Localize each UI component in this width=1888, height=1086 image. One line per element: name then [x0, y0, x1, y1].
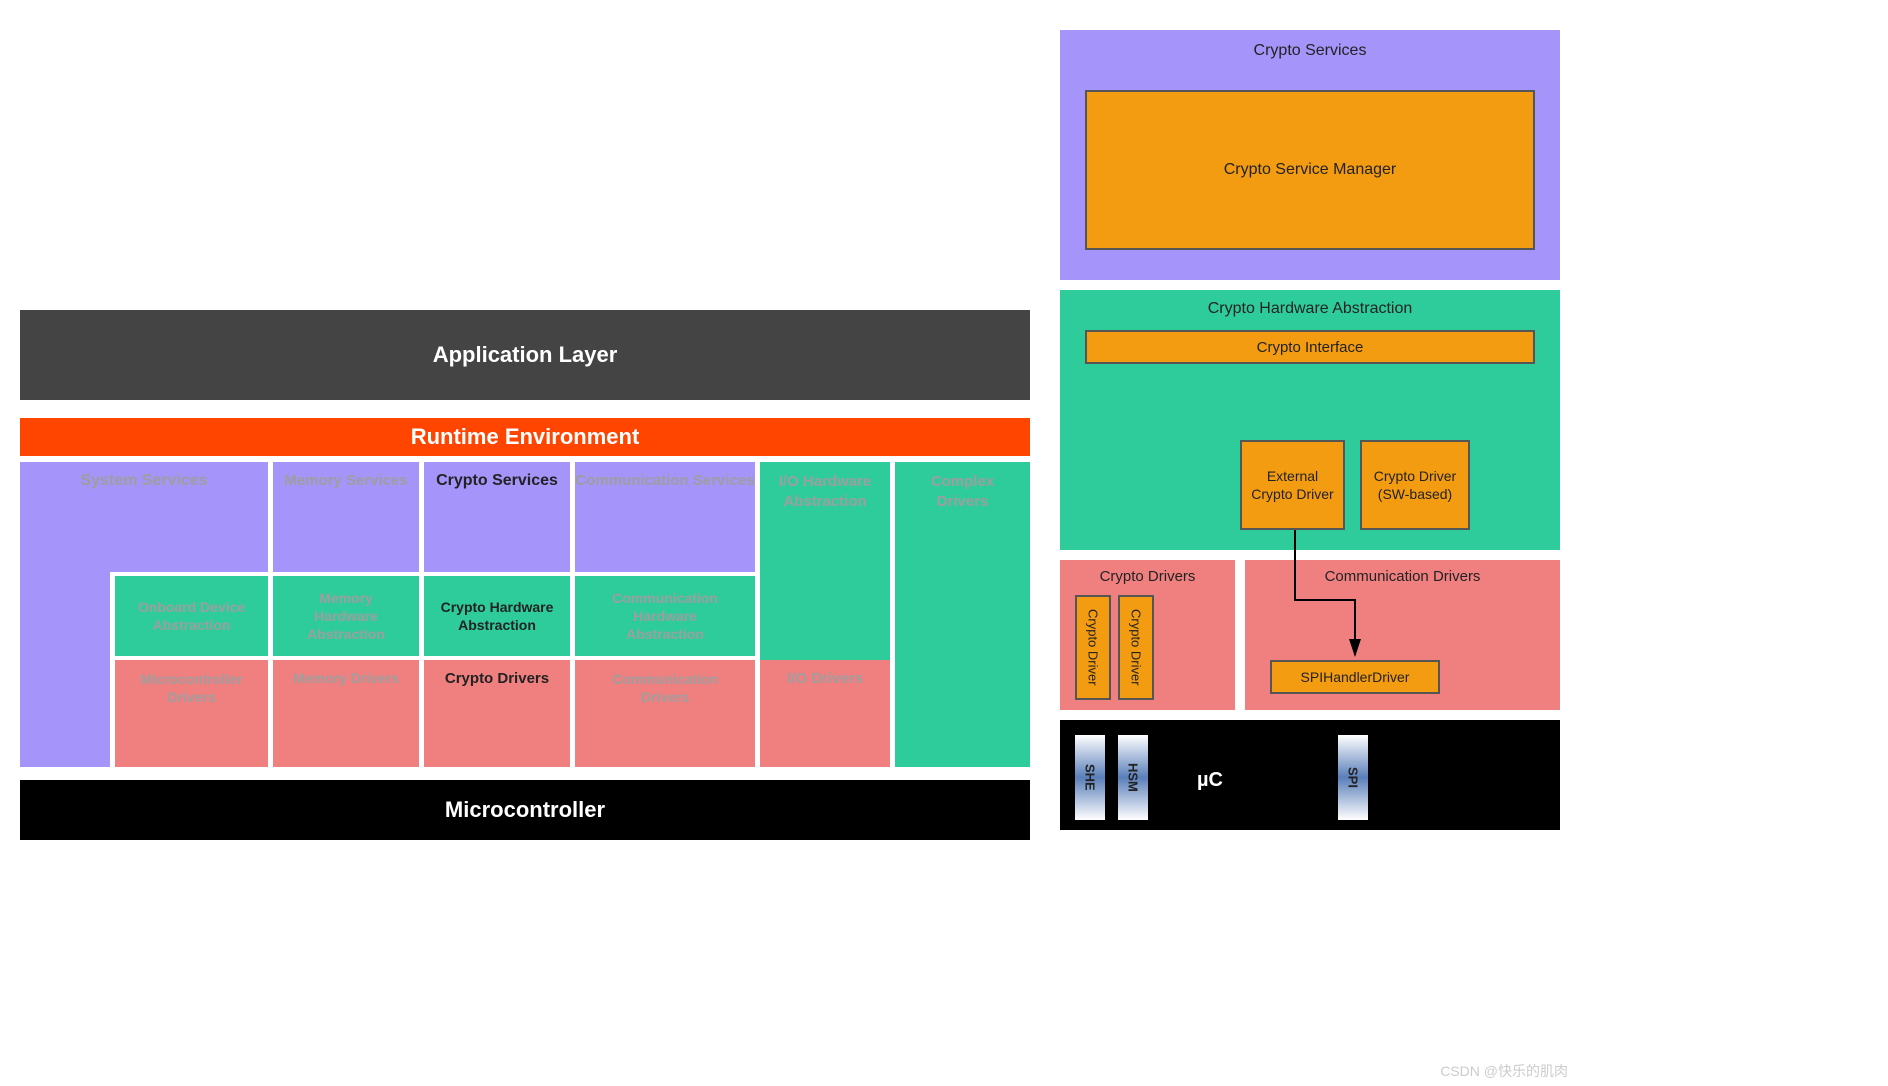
r-sw-driver-label: Crypto Driver (SW-based)	[1368, 467, 1463, 503]
system-services-label: System Services	[80, 472, 207, 490]
watermark: CSDN @快乐的肌肉	[1440, 1061, 1568, 1081]
runtime-env-label: Runtime Environment	[411, 424, 640, 450]
memory-hal-label: Memory Hardware Abstraction	[286, 589, 406, 644]
r-interface-label: Crypto Interface	[1257, 339, 1364, 356]
onboard-hal: Onboard Device Abstraction	[115, 576, 268, 656]
r-she: SHE	[1075, 735, 1105, 820]
comm-services: Communication Services	[575, 462, 755, 572]
crypto-drivers-label: Crypto Drivers	[445, 670, 549, 687]
micro-drivers: Microcontroller Drivers	[115, 660, 268, 767]
complex-drivers-label: Complex Drivers	[913, 472, 1013, 511]
r-uc: µC	[1180, 765, 1240, 795]
r-hal-label: Crypto Hardware Abstraction	[1208, 300, 1413, 318]
memory-services-label: Memory Services	[284, 472, 407, 489]
comm-drivers: Communication Drivers	[575, 660, 755, 767]
r-spi: SPI	[1338, 735, 1368, 820]
r-crypto-driver-1: Crypto Driver	[1075, 595, 1111, 700]
runtime-env: Runtime Environment	[20, 418, 1030, 456]
crypto-hal: Crypto Hardware Abstraction	[424, 576, 570, 656]
comm-hal-label: Communication Hardware Abstraction	[595, 589, 735, 644]
io-hw-abstraction-label: I/O Hardware Abstraction	[770, 472, 880, 511]
comm-services-label: Communication Services	[575, 472, 754, 489]
r-ext-driver-label: External Crypto Driver	[1248, 467, 1338, 503]
io-drivers-label: I/O Drivers	[787, 670, 863, 687]
crypto-services-label: Crypto Services	[436, 472, 558, 490]
r-she-label: SHE	[1083, 764, 1098, 791]
comm-hal: Communication Hardware Abstraction	[575, 576, 755, 656]
watermark-label: CSDN @快乐的肌肉	[1440, 1063, 1568, 1079]
system-services: System Services	[20, 462, 268, 572]
comm-drivers-label: Communication Drivers	[595, 670, 735, 706]
r-sw-driver: Crypto Driver (SW-based)	[1360, 440, 1470, 530]
crypto-drivers: Crypto Drivers	[424, 660, 570, 767]
system-services-col	[20, 572, 110, 767]
memory-hal: Memory Hardware Abstraction	[273, 576, 419, 656]
r-hsm-label: HSM	[1126, 763, 1141, 792]
r-comm-drivers-label: Communication Drivers	[1325, 568, 1481, 585]
r-csm: Crypto Service Manager	[1085, 90, 1535, 250]
r-hsm: HSM	[1118, 735, 1148, 820]
app-layer: Application Layer	[20, 310, 1030, 400]
memory-drivers: Memory Drivers	[273, 660, 419, 767]
io-drivers: I/O Drivers	[760, 660, 890, 767]
micro-drivers-label: Microcontroller Drivers	[127, 670, 257, 706]
memory-services: Memory Services	[273, 462, 419, 572]
r-crypto-driver-1-label: Crypto Driver	[1086, 609, 1101, 686]
complex-drivers: Complex Drivers	[895, 462, 1030, 767]
r-uc-label: µC	[1197, 769, 1223, 792]
r-ext-driver: External Crypto Driver	[1240, 440, 1345, 530]
microcontroller-label: Microcontroller	[445, 797, 605, 823]
crypto-hal-label: Crypto Hardware Abstraction	[437, 598, 557, 634]
r-spi-handler: SPIHandlerDriver	[1270, 660, 1440, 694]
r-spi-label: SPI	[1346, 767, 1361, 788]
r-crypto-services-label: Crypto Services	[1254, 42, 1367, 60]
microcontroller: Microcontroller	[20, 780, 1030, 840]
r-crypto-drivers-label: Crypto Drivers	[1100, 568, 1196, 585]
app-layer-label: Application Layer	[433, 342, 618, 368]
r-spi-handler-label: SPIHandlerDriver	[1301, 669, 1410, 685]
r-csm-label: Crypto Service Manager	[1224, 161, 1397, 179]
memory-drivers-label: Memory Drivers	[293, 670, 399, 686]
crypto-services: Crypto Services	[424, 462, 570, 572]
r-interface: Crypto Interface	[1085, 330, 1535, 364]
r-crypto-driver-2: Crypto Driver	[1118, 595, 1154, 700]
r-crypto-driver-2-label: Crypto Driver	[1129, 609, 1144, 686]
onboard-hal-label: Onboard Device Abstraction	[132, 598, 252, 634]
